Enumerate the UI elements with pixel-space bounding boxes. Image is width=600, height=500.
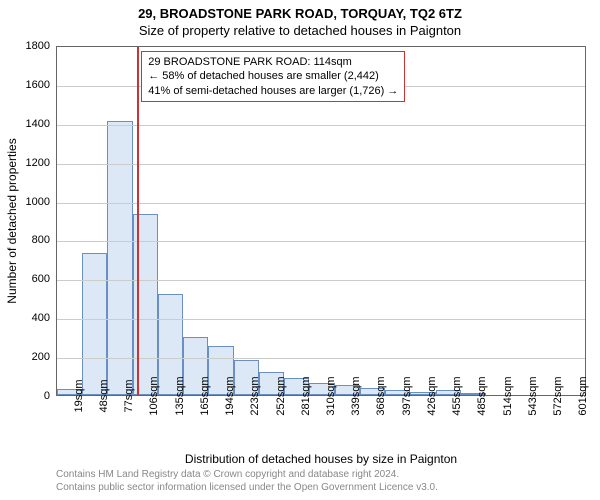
footer-line-1: Contains HM Land Registry data © Crown c…	[56, 468, 438, 481]
footer-line-2: Contains public sector information licen…	[56, 481, 438, 494]
gridline	[57, 125, 585, 126]
annotation-box: 29 BROADSTONE PARK ROAD: 114sqm ← 58% of…	[141, 51, 405, 102]
x-tick-label: 106sqm	[144, 376, 160, 415]
chart-subtitle: Size of property relative to detached ho…	[0, 21, 600, 42]
x-tick-label: 601sqm	[573, 376, 589, 415]
y-tick-label: 800	[32, 234, 56, 246]
x-tick-label: 485sqm	[472, 376, 488, 415]
annotation-line-2: ← 58% of detached houses are smaller (2,…	[148, 69, 398, 83]
chart-title: 29, BROADSTONE PARK ROAD, TORQUAY, TQ2 6…	[0, 0, 600, 21]
gridline	[57, 203, 585, 204]
chart-area: 29 BROADSTONE PARK ROAD: 114sqm ← 58% of…	[56, 46, 586, 396]
x-tick-label: 165sqm	[195, 376, 211, 415]
y-tick-label: 1400	[26, 118, 56, 130]
x-tick-label: 397sqm	[397, 376, 413, 415]
gridline	[57, 280, 585, 281]
y-tick-label: 400	[32, 312, 56, 324]
y-tick-label: 1800	[26, 40, 56, 52]
x-tick-label: 543sqm	[523, 376, 539, 415]
y-tick-label: 1000	[26, 196, 56, 208]
x-tick-label: 310sqm	[321, 376, 337, 415]
x-axis-label: Distribution of detached houses by size …	[185, 452, 457, 466]
gridline	[57, 164, 585, 165]
annotation-line-3: 41% of semi-detached houses are larger (…	[148, 84, 398, 98]
y-tick-label: 200	[32, 351, 56, 363]
x-tick-label: 339sqm	[346, 376, 362, 415]
y-tick-label: 0	[44, 390, 56, 402]
attribution-footer: Contains HM Land Registry data © Crown c…	[56, 468, 438, 494]
x-tick-label: 77sqm	[119, 379, 135, 412]
x-tick-label: 48sqm	[94, 379, 110, 412]
x-tick-label: 514sqm	[498, 376, 514, 415]
gridline	[57, 319, 585, 320]
x-tick-label: 194sqm	[220, 376, 236, 415]
y-tick-label: 600	[32, 273, 56, 285]
y-tick-label: 1200	[26, 157, 56, 169]
gridline	[57, 358, 585, 359]
annotation-line-1: 29 BROADSTONE PARK ROAD: 114sqm	[148, 55, 398, 69]
x-tick-label: 572sqm	[548, 376, 564, 415]
gridline	[57, 241, 585, 242]
x-tick-label: 223sqm	[245, 376, 261, 415]
x-tick-label: 281sqm	[296, 376, 312, 415]
y-tick-label: 1600	[26, 79, 56, 91]
x-tick-label: 426sqm	[422, 376, 438, 415]
x-tick-label: 252sqm	[271, 376, 287, 415]
x-tick-label: 135sqm	[170, 376, 186, 415]
reference-line	[137, 47, 139, 395]
x-tick-label: 19sqm	[69, 379, 85, 412]
histogram-bar	[107, 121, 132, 395]
y-axis-label: Number of detached properties	[5, 138, 19, 303]
x-tick-label: 455sqm	[447, 376, 463, 415]
plot-area: 29 BROADSTONE PARK ROAD: 114sqm ← 58% of…	[56, 46, 586, 396]
x-tick-label: 368sqm	[371, 376, 387, 415]
histogram-bar	[82, 253, 107, 395]
